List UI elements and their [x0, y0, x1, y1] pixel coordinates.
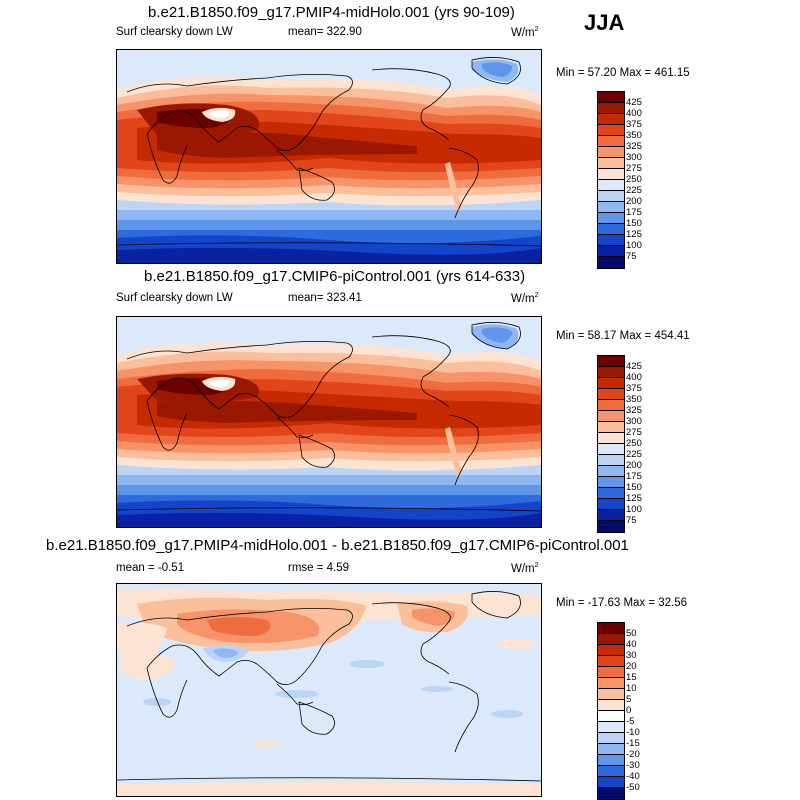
panel3-cbar-label: -15 [626, 738, 640, 749]
panel1-map-field [117, 50, 541, 263]
panel1-cbar-label: 250 [626, 174, 642, 185]
panel2-cbar-label: 175 [626, 471, 642, 482]
panel1-cbar-label: 350 [626, 130, 642, 141]
panel2-cbar-label: 150 [626, 482, 642, 493]
panel1-title: b.e21.B1850.f09_g17.PMIP4-midHolo.001 (y… [148, 4, 515, 21]
panel2-units: W/m2 [511, 292, 539, 305]
panel2-cbar-label: 125 [626, 493, 642, 504]
panel3-cbar-label: 50 [626, 628, 637, 639]
panel1-cbar-label: 275 [626, 163, 642, 174]
panel1-colorbar [597, 91, 625, 269]
panel1-cbar-label: 375 [626, 119, 642, 130]
panel2-cbar-label: 275 [626, 427, 642, 438]
panel1-cbar-label: 100 [626, 240, 642, 251]
panel3-units: W/m2 [511, 562, 539, 575]
panel3-cbar-label: 15 [626, 672, 637, 683]
panel1-cbar-label: 200 [626, 196, 642, 207]
panel1-mean: mean= 322.90 [288, 26, 362, 38]
panel2-title: b.e21.B1850.f09_g17.CMIP6-piControl.001 … [144, 268, 526, 285]
panel1-cbar-label: 125 [626, 229, 642, 240]
panel3-cbar-label: -5 [626, 716, 635, 727]
panel2-cbar-label: 300 [626, 416, 642, 427]
panel3-minmax: Min = -17.63 Max = 32.56 [556, 597, 688, 609]
panel3-cbar-label: -40 [626, 771, 640, 782]
panel1-map [116, 49, 542, 264]
panel1-cbar-label: 300 [626, 152, 642, 163]
panel3-map-field [117, 584, 541, 796]
panel2-map-field [117, 317, 541, 527]
panel2-cbar-label: 375 [626, 383, 642, 394]
panel2-cbar-label: 425 [626, 361, 642, 372]
panel1-cbar-label: 400 [626, 108, 642, 119]
panel3-colorbar [597, 622, 625, 800]
season-label: JJA [584, 10, 625, 35]
panel1-minmax: Min = 57.20 Max = 461.15 [556, 67, 690, 79]
panel3-cbar-label: 30 [626, 650, 637, 661]
panel2-cbar-label: 325 [626, 405, 642, 416]
panel1-cbar-label: 225 [626, 185, 642, 196]
panel1-units: W/m2 [511, 26, 539, 39]
panel2-mean: mean= 323.41 [288, 292, 362, 304]
panel2-minmax: Min = 58.17 Max = 454.41 [556, 330, 690, 342]
panel2-cbar-label: 400 [626, 372, 642, 383]
panel2-cbar-label: 75 [626, 515, 637, 526]
panel3-mean: mean = -0.51 [116, 562, 185, 574]
panel3-rmse: rmse = 4.59 [288, 562, 350, 574]
panel1-cbar-label: 75 [626, 251, 637, 262]
panel1-cbar-label: 425 [626, 97, 642, 108]
panel3-cbar-label: 5 [626, 694, 632, 705]
panel3-cbar-label: -10 [626, 727, 640, 738]
panel1-cbar-label: 325 [626, 141, 642, 152]
panel3-cbar-label: -50 [626, 782, 640, 793]
panel3-map [116, 583, 542, 797]
panel2-cbar-label: 200 [626, 460, 642, 471]
panel2-cbar-label: 100 [626, 504, 642, 515]
panel1-cbar-label: 150 [626, 218, 642, 229]
panel2-cbar-label: 225 [626, 449, 642, 460]
panel2-colorbar [597, 355, 625, 533]
panel2-cbar-label: 250 [626, 438, 642, 449]
panel2-map [116, 316, 542, 528]
panel3-cbar-label: 40 [626, 639, 637, 650]
panel3-cbar-label: -30 [626, 760, 640, 771]
panel3-cbar-label: 20 [626, 661, 637, 672]
panel3-cbar-label: -20 [626, 749, 640, 760]
panel1-cbar-label: 175 [626, 207, 642, 218]
panel1-variable: Surf clearsky down LW [116, 26, 233, 38]
panel3-cbar-label: 10 [626, 683, 637, 694]
panel2-cbar-label: 350 [626, 394, 642, 405]
panel3-title: b.e21.B1850.f09_g17.PMIP4-midHolo.001 - … [46, 537, 629, 554]
panel3-cbar-label: 0 [626, 705, 632, 716]
panel2-variable: Surf clearsky down LW [116, 292, 233, 304]
